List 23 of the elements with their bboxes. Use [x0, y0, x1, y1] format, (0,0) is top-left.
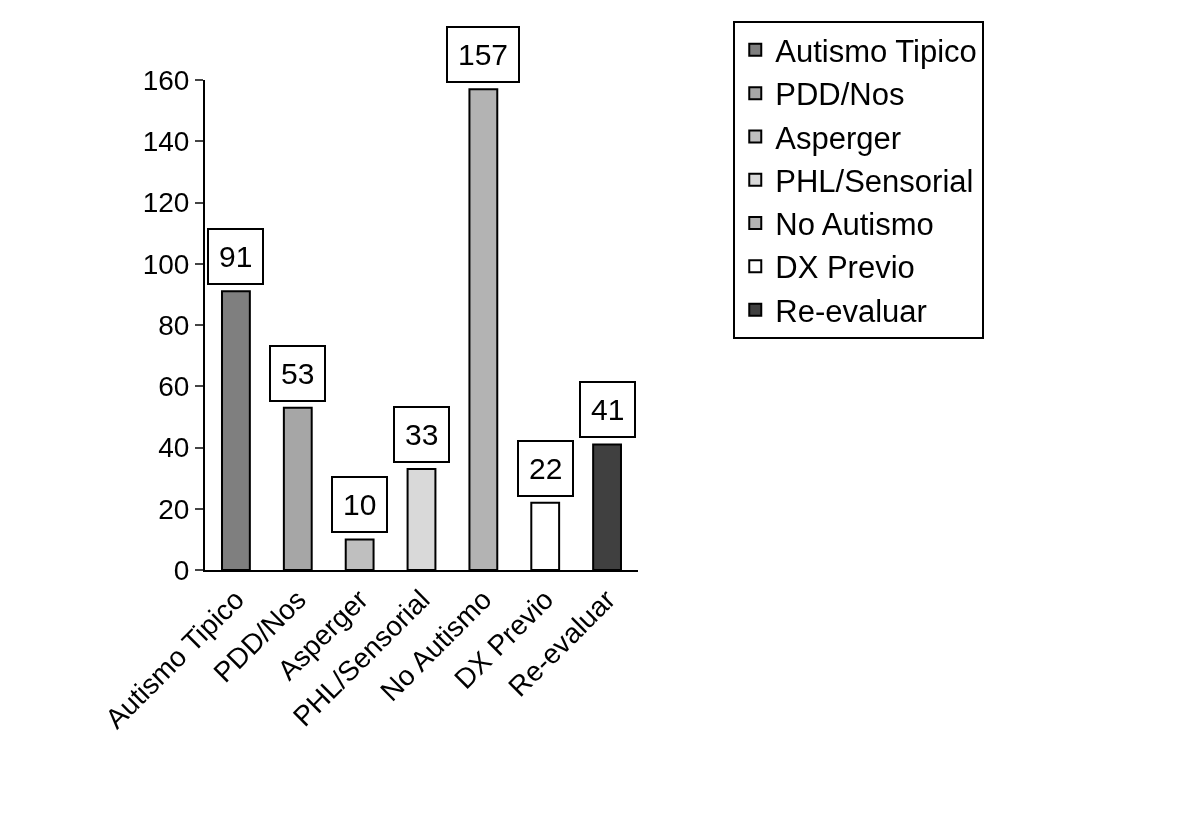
data-label: 157: [458, 38, 509, 71]
y-tick-label: 20: [158, 493, 190, 525]
y-tick-label: 40: [158, 432, 190, 464]
y-tick-label: 60: [158, 371, 190, 403]
data-label: 10: [343, 488, 377, 521]
legend-label: DX Previo: [775, 250, 915, 286]
legend-label: PDD/Nos: [775, 77, 905, 113]
y-tick-label: 160: [142, 64, 190, 96]
y-tick-label: 80: [158, 309, 190, 341]
legend-label: Re-evaluar: [775, 293, 927, 329]
data-label: 41: [591, 393, 625, 426]
y-tick-label: 140: [142, 126, 190, 158]
data-label: 91: [219, 240, 253, 273]
y-tick-label: 120: [142, 187, 190, 219]
legend-label: Asperger: [775, 120, 902, 156]
legend-label: No Autismo: [775, 207, 934, 243]
data-label: 53: [281, 357, 315, 390]
y-tick-label: 0: [173, 554, 190, 586]
y-tick-label: 100: [142, 248, 190, 280]
data-label: 33: [405, 418, 439, 451]
data-label: 22: [529, 452, 563, 485]
legend-label: Autismo Tipico: [775, 33, 977, 69]
legend-label: PHL/Sensorial: [775, 163, 974, 199]
